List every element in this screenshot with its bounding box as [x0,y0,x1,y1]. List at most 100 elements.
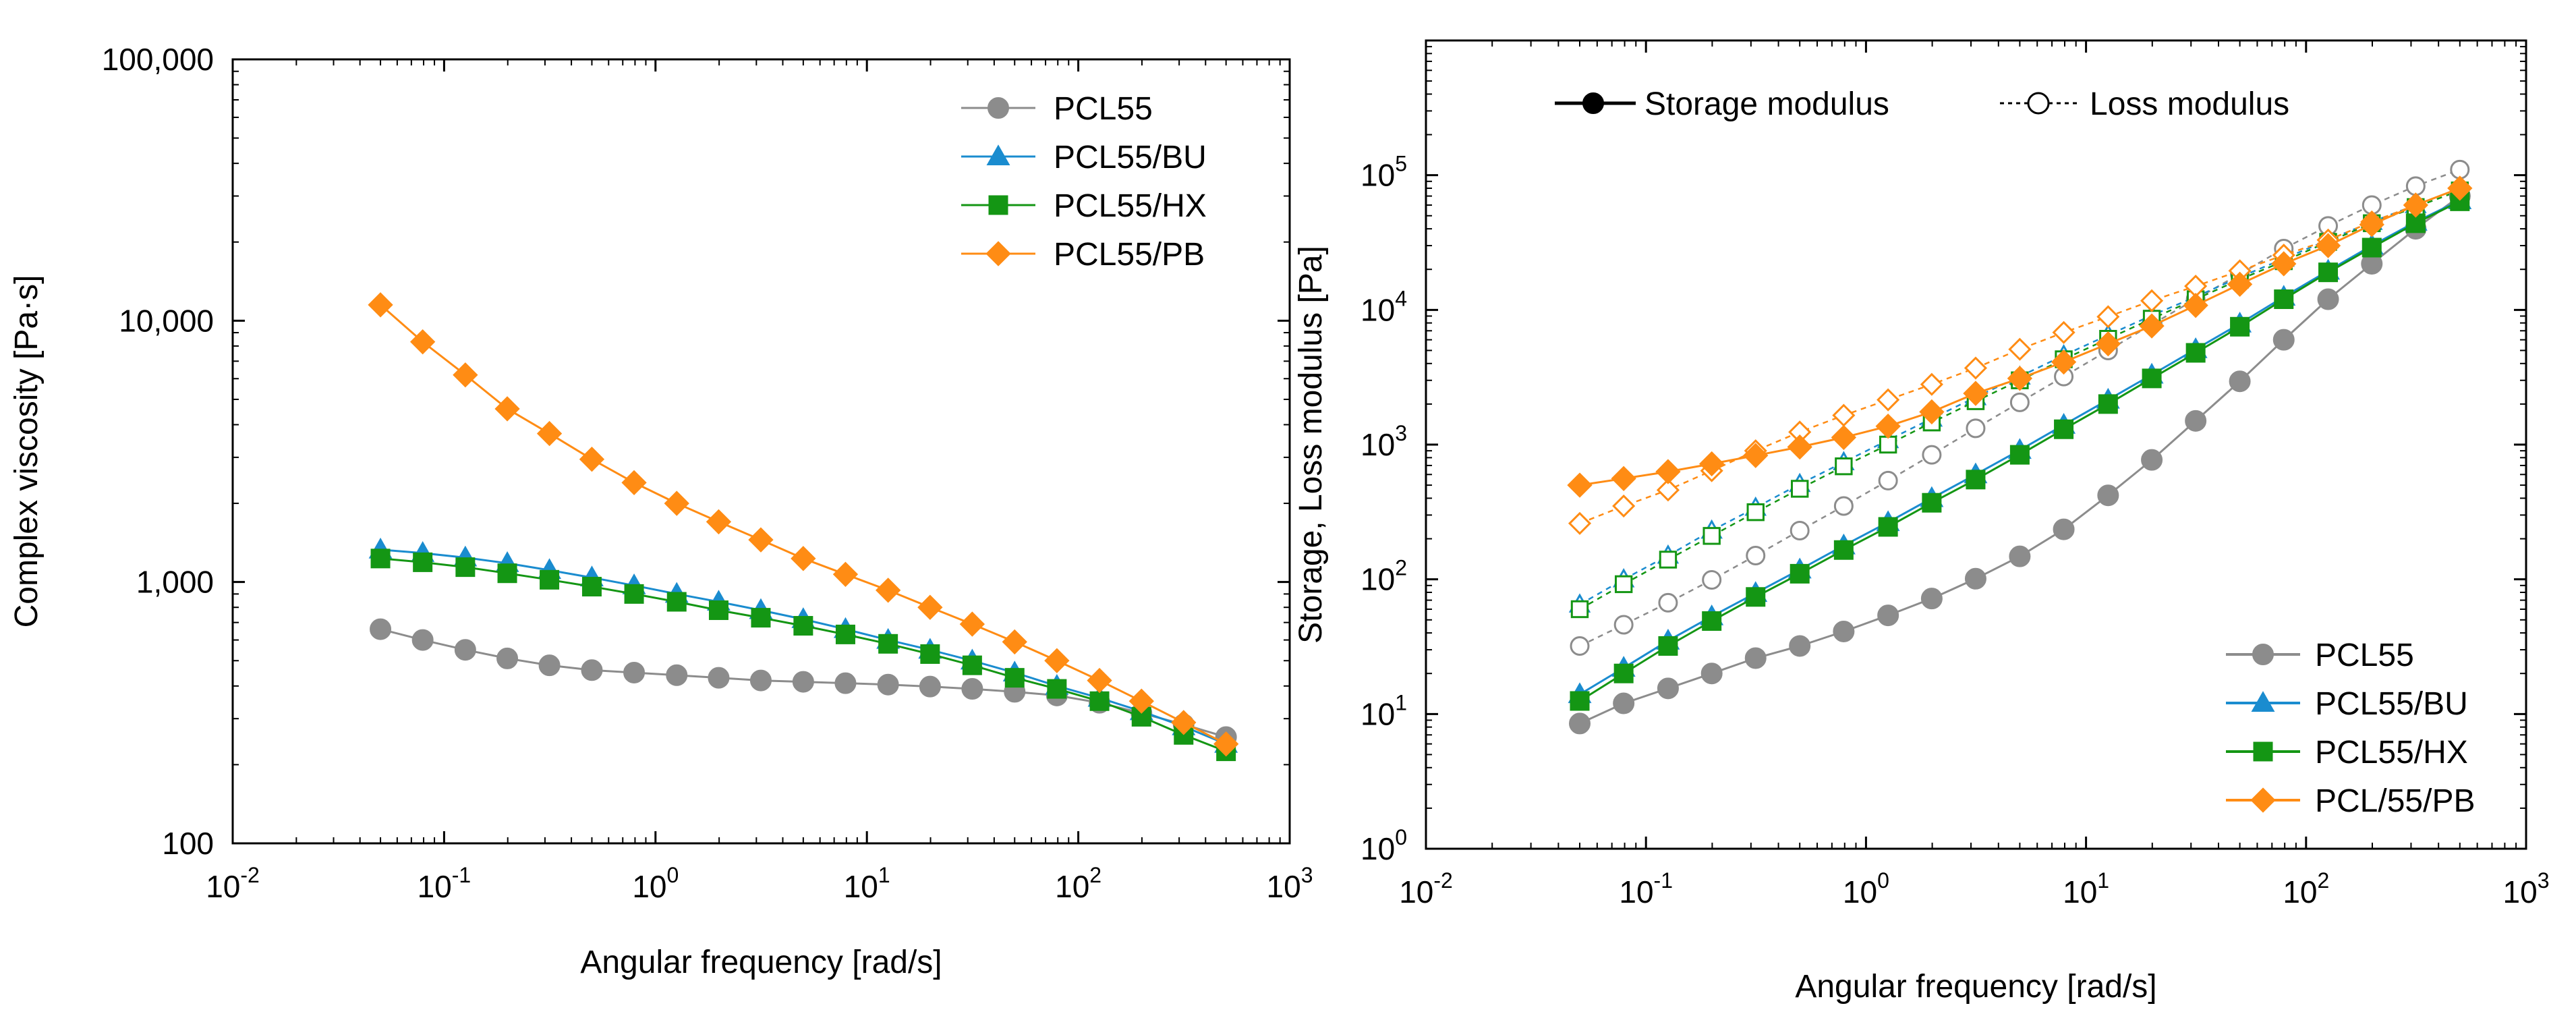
data-point [919,675,941,698]
data-point [877,673,899,696]
data-point [2185,343,2206,363]
data-point [2007,366,2033,391]
data-point [2142,368,2162,389]
y-tick-label-exponent: 1 [1395,690,1407,714]
data-point [1920,372,1943,396]
data-point [1656,478,1680,502]
data-point [1835,457,1853,476]
x-tick-label-exponent: -1 [1654,868,1673,893]
data-point [1570,600,1589,619]
data-point [1213,731,1239,757]
data-point [751,608,771,628]
data-point [411,629,434,651]
data-point [1611,466,1636,491]
data-point [1657,677,1679,700]
data-point [1833,540,1854,560]
y-tick-label: 104 [1361,286,1407,327]
data-point [2447,175,2473,201]
legend-marker [985,241,1011,266]
data-point [1568,511,1592,535]
x-tick-label-exponent: 1 [2097,868,2109,893]
data-point [2272,329,2295,351]
data-point [920,644,940,664]
data-point [1746,546,1766,566]
x-tick-label-base: 10 [1055,869,1089,904]
data-point [1878,517,1898,537]
data-point [2274,289,2294,310]
x-tick-label: 102 [1055,863,1101,904]
data-point [1791,480,1809,498]
x-tick-label-exponent: 2 [1089,863,1101,887]
y-tick-label-base: 10 [1361,292,1395,327]
y-tick-label-base: 10 [1361,158,1395,193]
legend-label: PCL55 [2315,638,2414,673]
data-point [1743,443,1769,468]
data-point [413,552,433,572]
x-tick-label: 100 [1843,868,1889,909]
x-tick-label: 103 [2503,868,2550,909]
data-point [1044,648,1070,673]
data-point [1875,414,1901,439]
legend-storage-marker [1582,92,1604,114]
x-tick-label-base: 10 [632,869,666,904]
data-point [2053,518,2075,540]
data-point [1700,663,1723,685]
plot-frame [231,58,1291,845]
y-tick-label-exponent: 0 [1395,825,1407,849]
y-tick-label-base: 10 [1361,831,1395,866]
data-point [2009,545,2031,567]
data-point [1658,636,1678,656]
data-point [1790,520,1810,540]
y-tick-label-base: 10 [1361,696,1395,731]
data-point [1787,434,1812,460]
data-point [370,549,391,569]
x-tick-label-base: 10 [1619,874,1653,909]
x-tick-label-base: 10 [206,869,240,904]
x-tick-label-exponent: 0 [666,863,679,887]
x-tick-label-exponent: 0 [1877,868,1889,893]
data-point [1699,451,1725,477]
x-tick-label: 10-1 [1619,868,1673,909]
data-point [2318,262,2339,283]
data-point [624,584,644,604]
data-point [1613,663,1634,683]
legend-label: PCL55 [1054,91,1153,127]
data-point [2009,445,2030,465]
data-point [1790,563,1810,584]
data-point [792,671,814,693]
data-point [2359,212,2384,237]
data-point [1746,503,1765,522]
data-point [1128,688,1154,714]
data-point [581,659,603,681]
data-point [1613,615,1634,635]
data-point [409,329,436,355]
data-point [1877,388,1900,412]
x-tick-label-exponent: 3 [2538,868,2550,893]
data-point [2271,251,2297,277]
data-point [1833,620,1855,642]
data-point [2183,292,2208,318]
data-point [1922,445,1942,465]
x-tick-label-exponent: 1 [878,863,890,887]
data-point [917,594,943,620]
data-point [2096,305,2120,329]
data-point [2403,192,2429,218]
data-point [497,563,517,584]
y-tick-label-exponent: 5 [1395,152,1407,176]
data-point [2052,320,2076,344]
y-tick-label: 100 [162,826,214,861]
y-tick-label-exponent: 2 [1395,556,1407,580]
x-tick-label-base: 10 [2063,874,2097,909]
y-tick-label-base: 10 [1361,427,1395,462]
legend-marker [2251,691,2275,712]
data-point [666,664,688,686]
data-point [1570,636,1590,656]
data-point [1920,588,1943,610]
series-pcl-55-pb-storage [1567,175,2473,498]
legend-loss-label: Loss modulus [2090,86,2289,122]
series-pcl55-storage [1569,185,2471,735]
